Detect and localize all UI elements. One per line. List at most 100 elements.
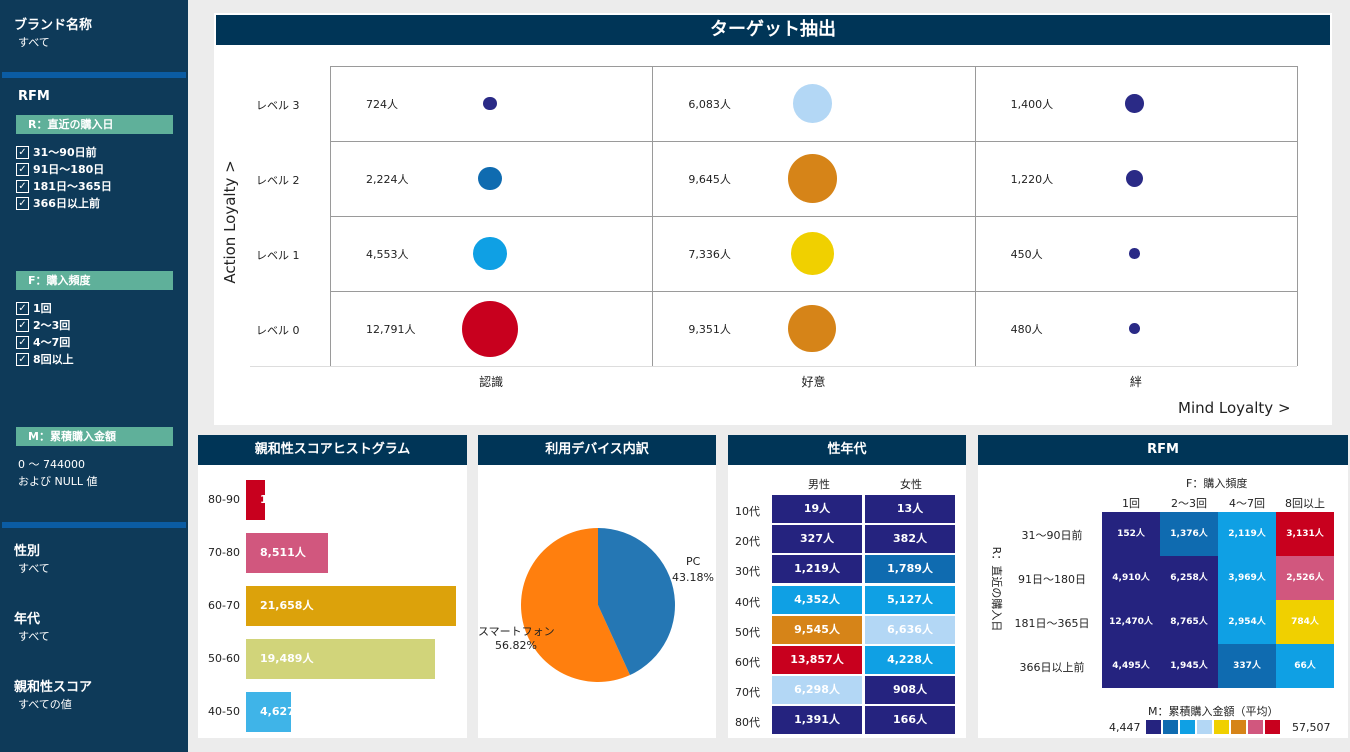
target-bubble[interactable]	[1129, 323, 1141, 334]
female-age-cell[interactable]: 382人	[865, 525, 955, 554]
monetary-legend-swatch	[1197, 720, 1212, 734]
rfm-cell[interactable]: 4,910人	[1102, 556, 1160, 600]
monetary-range[interactable]: 0 ～ 744000	[18, 458, 85, 471]
male-age-cell[interactable]: 6,298人	[772, 676, 862, 705]
legend-max-value: 57,507	[1292, 721, 1331, 734]
female-age-cell[interactable]: 5,127人	[865, 585, 955, 614]
frequency-option[interactable]: ✓ 4～7回	[16, 334, 70, 350]
monetary-legend-swatch	[1180, 720, 1195, 734]
smartphone-label: スマートフォン	[478, 625, 555, 638]
checkbox-checked-icon[interactable]: ✓	[16, 318, 29, 332]
pc-slice[interactable]	[598, 528, 675, 676]
target-bubble[interactable]	[1125, 94, 1144, 113]
monetary-legend-swatch	[1231, 720, 1246, 734]
female-age-cell[interactable]: 4,228人	[865, 646, 955, 674]
recency-option[interactable]: ✓ 181日～365日	[16, 178, 112, 194]
male-age-cell[interactable]: 13,857人	[772, 646, 862, 674]
frequency-option[interactable]: ✓ 8回以上	[16, 351, 74, 367]
brand-filter-value[interactable]: すべて	[18, 36, 50, 49]
checkbox-checked-icon[interactable]: ✓	[16, 352, 29, 366]
affinity-filter-value[interactable]: すべての値	[18, 698, 72, 711]
rfm-cell[interactable]: 6,258人	[1160, 556, 1218, 600]
male-age-cell[interactable]: 9,545人	[772, 615, 862, 644]
female-age-cell[interactable]: 1,789人	[865, 555, 955, 584]
target-bubble[interactable]	[793, 84, 832, 123]
smartphone-percent: 56.82%	[495, 639, 537, 652]
rfm-cell[interactable]: 784人	[1276, 600, 1334, 644]
age-row-label: 70代	[735, 686, 760, 700]
rfm-cell[interactable]: 66人	[1276, 644, 1334, 688]
histogram-bar[interactable]: 1	[246, 480, 265, 520]
female-age-cell[interactable]: 908人	[865, 676, 955, 705]
rfm-cell[interactable]: 3,131人	[1276, 512, 1334, 556]
target-bubble[interactable]	[483, 96, 497, 111]
histogram-title: 親和性スコアヒストグラム	[198, 435, 467, 465]
histogram-bar[interactable]: 4,627	[246, 692, 291, 732]
level-label: レベル 1	[256, 248, 300, 262]
female-age-cell[interactable]: 13人	[865, 495, 955, 523]
male-age-cell[interactable]: 327人	[772, 525, 862, 554]
male-age-cell[interactable]: 4,352人	[772, 585, 862, 614]
rfm-cell[interactable]: 2,954人	[1218, 600, 1276, 644]
recency-filter-chip: R：直近の購入日	[16, 115, 173, 134]
checkbox-checked-icon[interactable]: ✓	[16, 335, 29, 349]
target-bubble[interactable]	[473, 236, 507, 271]
female-age-cell[interactable]: 166人	[865, 706, 955, 735]
gender-filter-value[interactable]: すべて	[18, 562, 50, 575]
histogram-bin-label: 70-80	[208, 546, 240, 559]
recency-option[interactable]: ✓ 366日以上前	[16, 195, 100, 211]
frequency-option[interactable]: ✓ 2～3回	[16, 317, 70, 333]
checkbox-checked-icon[interactable]: ✓	[16, 162, 29, 176]
frequency-option-label: 4～7回	[33, 336, 71, 349]
rfm-cell[interactable]: 1,945人	[1160, 644, 1218, 688]
histogram-bar[interactable]: 8,511人	[246, 533, 328, 573]
smartphone-slice[interactable]	[521, 528, 630, 682]
male-age-cell[interactable]: 1,219人	[772, 555, 862, 584]
target-bubble[interactable]	[462, 300, 518, 357]
recency-option-label: 31～90日前	[33, 146, 97, 159]
rfm-cell[interactable]: 2,526人	[1276, 556, 1334, 600]
female-age-cell[interactable]: 6,636人	[865, 615, 955, 644]
age-row-label: 20代	[735, 535, 760, 549]
frequency-column-label: 8回以上	[1285, 497, 1325, 510]
rfm-cell[interactable]: 2,119人	[1218, 512, 1276, 556]
checkbox-checked-icon[interactable]: ✓	[16, 145, 29, 159]
target-bubble[interactable]	[788, 154, 837, 203]
histogram-bar[interactable]: 21,658人	[246, 586, 456, 626]
monetary-legend-swatch	[1146, 720, 1161, 734]
frequency-option-label: 8回以上	[33, 353, 74, 366]
checkbox-checked-icon[interactable]: ✓	[16, 301, 29, 315]
target-bubble[interactable]	[478, 166, 502, 191]
checkbox-checked-icon[interactable]: ✓	[16, 196, 29, 210]
rfm-cell[interactable]: 1,376人	[1160, 512, 1218, 556]
histogram-bar[interactable]: 19,489人	[246, 639, 435, 679]
checkbox-checked-icon[interactable]: ✓	[16, 179, 29, 193]
gender-filter-label: 性別	[14, 544, 41, 559]
target-count: 2,224人	[366, 172, 409, 186]
male-column-header: 男性	[808, 478, 830, 491]
recency-option[interactable]: ✓ 31～90日前	[16, 144, 97, 160]
rfm-cell[interactable]: 337人	[1218, 644, 1276, 688]
target-count: 12,791人	[366, 322, 416, 336]
frequency-option[interactable]: ✓ 1回	[16, 300, 52, 316]
rfm-cell[interactable]: 8,765人	[1160, 600, 1218, 644]
target-bubble[interactable]	[788, 304, 837, 353]
recency-row-label: 366日以上前	[1019, 661, 1085, 674]
age-filter-value[interactable]: すべて	[18, 630, 50, 643]
recency-option[interactable]: ✓ 91日～180日	[16, 161, 104, 177]
male-age-cell[interactable]: 19人	[772, 495, 862, 523]
rfm-cell[interactable]: 3,969人	[1218, 556, 1276, 600]
rfm-cell[interactable]: 12,470人	[1102, 600, 1160, 644]
monetary-legend-swatch	[1163, 720, 1178, 734]
recency-row-label: 31～90日前	[1021, 529, 1083, 542]
target-bubble[interactable]	[1126, 169, 1144, 188]
rfm-cell[interactable]: 152人	[1102, 512, 1160, 556]
target-bubble[interactable]	[1129, 248, 1140, 259]
frequency-column-label: 2～3回	[1171, 497, 1207, 510]
rfm-cell[interactable]: 4,495人	[1102, 644, 1160, 688]
target-count: 9,351人	[688, 322, 731, 336]
male-age-cell[interactable]: 1,391人	[772, 706, 862, 735]
target-bubble[interactable]	[791, 232, 834, 275]
age-row-label: 40代	[735, 595, 760, 609]
brand-filter-label: ブランド名称	[14, 18, 93, 33]
